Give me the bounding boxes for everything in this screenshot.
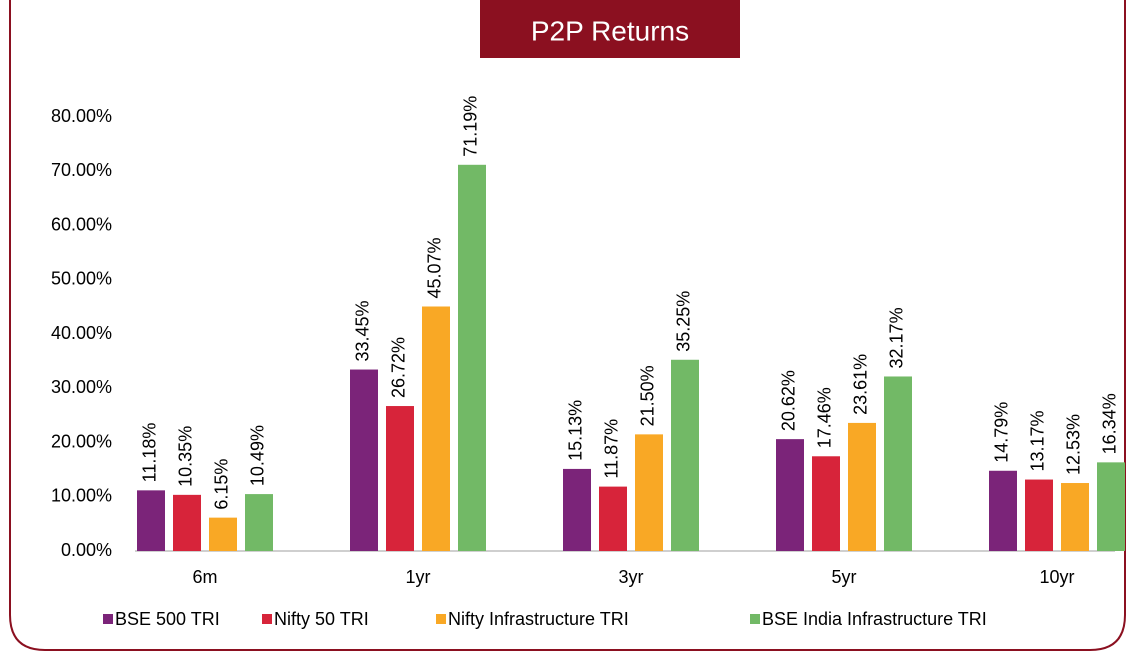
bar (458, 164, 486, 551)
legend-label: Nifty 50 TRI (274, 609, 369, 629)
x-tick-label: 5yr (831, 567, 856, 587)
y-tick-label: 50.00% (51, 269, 112, 289)
bar (1061, 483, 1089, 551)
value-label: 35.25% (674, 291, 694, 352)
bar (563, 468, 591, 551)
value-label: 13.17% (1028, 410, 1048, 471)
bar (1025, 479, 1053, 551)
bar (173, 494, 201, 551)
y-tick-label: 80.00% (51, 106, 112, 126)
value-label: 32.17% (887, 307, 907, 368)
x-tick-label: 1yr (405, 567, 430, 587)
value-label: 14.79% (992, 402, 1012, 463)
legend-swatch (750, 614, 760, 624)
x-tick-label: 10yr (1039, 567, 1074, 587)
y-tick-label: 70.00% (51, 160, 112, 180)
value-label: 20.62% (779, 370, 799, 431)
frame (9, 0, 1126, 651)
x-tick-label: 3yr (618, 567, 643, 587)
legend-swatch (262, 614, 272, 624)
y-tick-label: 30.00% (51, 377, 112, 397)
x-tick-label: 6m (192, 567, 217, 587)
legend-label: Nifty Infrastructure TRI (448, 609, 629, 629)
chart-title: P2P Returns (531, 15, 689, 46)
y-tick-label: 0.00% (61, 540, 112, 560)
legend-swatch (436, 614, 446, 624)
legend-label: BSE 500 TRI (115, 609, 220, 629)
value-label: 26.72% (389, 337, 409, 398)
value-label: 11.18% (140, 423, 160, 483)
value-label: 11.87% (602, 419, 622, 479)
value-label: 6.15% (212, 459, 232, 510)
bar (848, 422, 876, 551)
bar (245, 494, 273, 551)
bar (989, 470, 1017, 551)
legend-swatch (103, 614, 113, 624)
value-label: 23.61% (851, 354, 871, 415)
bar (776, 439, 804, 551)
value-label: 15.13% (566, 400, 586, 461)
bar (137, 490, 165, 551)
y-tick-label: 10.00% (51, 486, 112, 506)
bar (599, 486, 627, 551)
legend-label: BSE India Infrastructure TRI (762, 609, 987, 629)
value-label: 21.50% (638, 365, 658, 426)
bar (635, 434, 663, 551)
bar (884, 376, 912, 551)
value-label: 71.19% (461, 96, 481, 157)
value-label: 16.34% (1100, 393, 1120, 454)
y-tick-label: 20.00% (51, 431, 112, 451)
y-tick-label: 60.00% (51, 214, 112, 234)
bar (350, 369, 378, 551)
value-label: 17.46% (815, 387, 835, 448)
value-label: 10.35% (176, 426, 196, 487)
value-label: 33.45% (353, 300, 373, 361)
bar (671, 359, 699, 551)
value-label: 45.07% (425, 237, 445, 298)
y-tick-label: 40.00% (51, 323, 112, 343)
bar (209, 517, 237, 551)
bar (386, 406, 414, 551)
bar (812, 456, 840, 551)
value-label: 12.53% (1064, 414, 1084, 475)
bar (1097, 462, 1125, 551)
title-box (480, 0, 740, 58)
value-label: 10.49% (248, 425, 268, 486)
bar (422, 306, 450, 551)
